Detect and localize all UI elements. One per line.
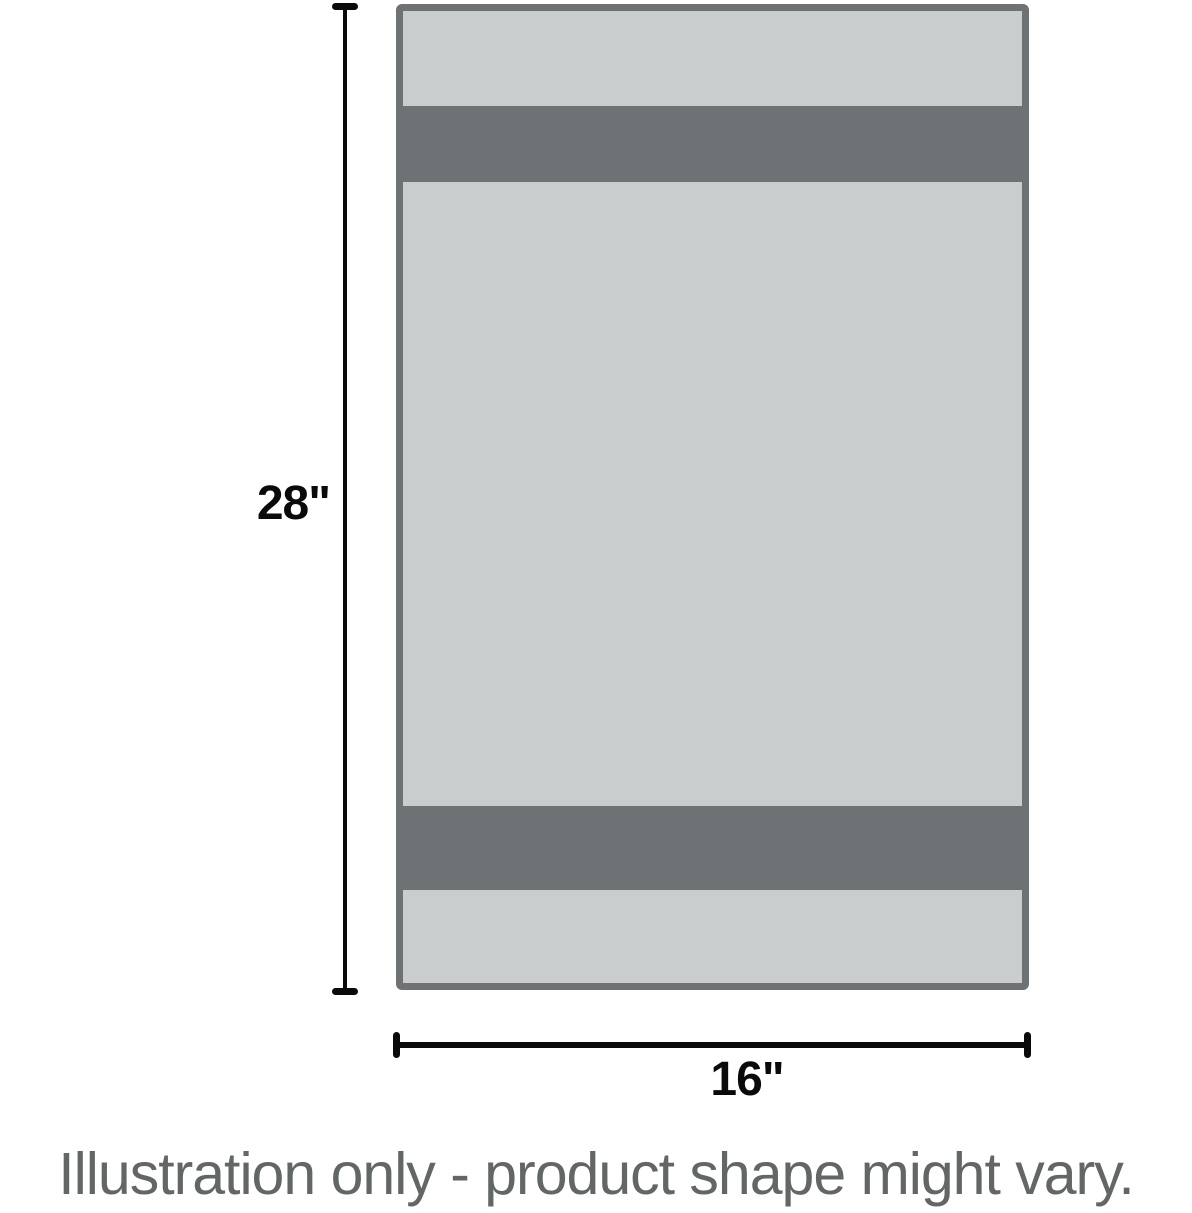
caption-text: Illustration only - product shape might … xyxy=(58,1141,1134,1207)
width-dimension-left-cap xyxy=(393,1032,400,1058)
width-dimension-label: 16" xyxy=(710,1053,784,1106)
width-dimension-line xyxy=(396,1042,1028,1048)
width-dimension-right-cap xyxy=(1024,1032,1031,1058)
towel-stripe-top xyxy=(396,106,1029,182)
towel-stripe-bottom xyxy=(396,806,1029,890)
height-dimension-bottom-cap xyxy=(332,988,358,995)
height-dimension-label: 28" xyxy=(256,477,331,530)
towel-illustration xyxy=(396,4,1029,990)
height-dimension-top-cap xyxy=(332,3,358,10)
height-dimension-line xyxy=(343,6,347,992)
